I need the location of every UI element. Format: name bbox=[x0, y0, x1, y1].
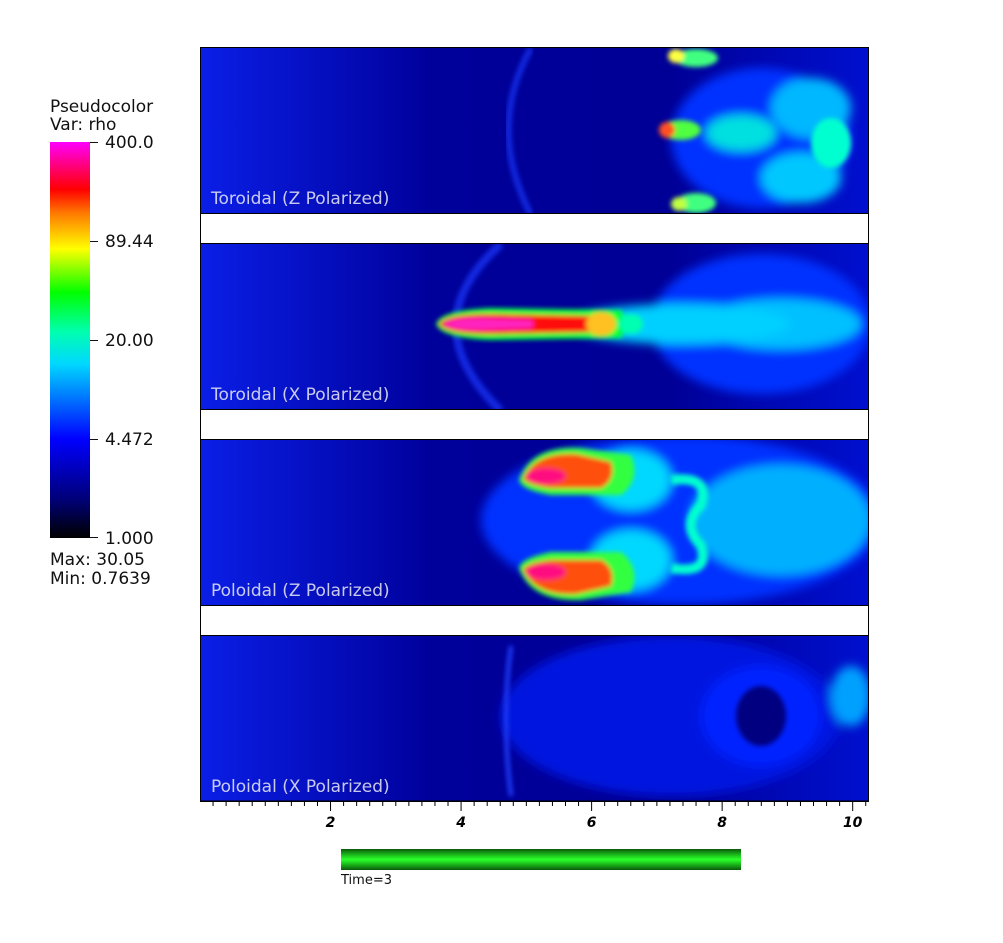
panel-label: Poloidal (X Polarized) bbox=[211, 777, 390, 797]
density-image-toroidal-x bbox=[201, 244, 868, 409]
colorbar-label: 89.44 bbox=[105, 232, 154, 252]
density-image-poloidal-x bbox=[201, 636, 868, 801]
time-label: Time=3 bbox=[341, 873, 392, 888]
panel-gap bbox=[200, 214, 869, 243]
x-tick-label: 6 bbox=[587, 815, 597, 831]
x-tick-label: 4 bbox=[455, 815, 466, 831]
panel-gap bbox=[200, 606, 869, 635]
x-tick-label: 10 bbox=[843, 815, 863, 831]
colorbar-tick bbox=[90, 340, 98, 341]
legend-title: Pseudocolor Var: rho bbox=[50, 98, 153, 134]
colorbar-tick bbox=[90, 142, 98, 143]
colorbar-label: 4.472 bbox=[105, 430, 154, 450]
colorbar-label-min: 1.000 bbox=[105, 529, 154, 549]
legend-title-var: Var: rho bbox=[50, 115, 117, 135]
density-image-poloidal-z bbox=[201, 440, 868, 605]
data-min-text: Min: 0.7639 bbox=[50, 569, 151, 589]
legend-title-plot: Pseudocolor bbox=[50, 97, 154, 117]
colorbar-tick bbox=[90, 537, 98, 538]
x-tick-label: 8 bbox=[717, 815, 727, 831]
colorbar-label: 20.00 bbox=[105, 331, 154, 351]
time-progress-bar bbox=[341, 849, 741, 870]
panel-poloidal-z: Poloidal (Z Polarized) bbox=[200, 439, 869, 606]
panel-poloidal-x: Poloidal (X Polarized) bbox=[200, 635, 869, 802]
panel-toroidal-z: Toroidal (Z Polarized) bbox=[200, 47, 869, 214]
panel-gap bbox=[200, 410, 869, 439]
x-tick-label: 2 bbox=[326, 815, 336, 831]
panel-label: Toroidal (Z Polarized) bbox=[211, 189, 390, 209]
panel-label: Toroidal (X Polarized) bbox=[211, 385, 390, 405]
colorbar-label-max: 400.0 bbox=[105, 133, 154, 153]
colorbar-tick bbox=[90, 241, 98, 242]
density-image-toroidal-z bbox=[201, 48, 868, 213]
colorbar-tick bbox=[90, 439, 98, 440]
colorbar bbox=[50, 142, 90, 538]
data-max-text: Max: 30.05 bbox=[50, 550, 145, 570]
panel-label: Poloidal (Z Polarized) bbox=[211, 581, 390, 601]
panel-toroidal-x: Toroidal (X Polarized) bbox=[200, 243, 869, 410]
